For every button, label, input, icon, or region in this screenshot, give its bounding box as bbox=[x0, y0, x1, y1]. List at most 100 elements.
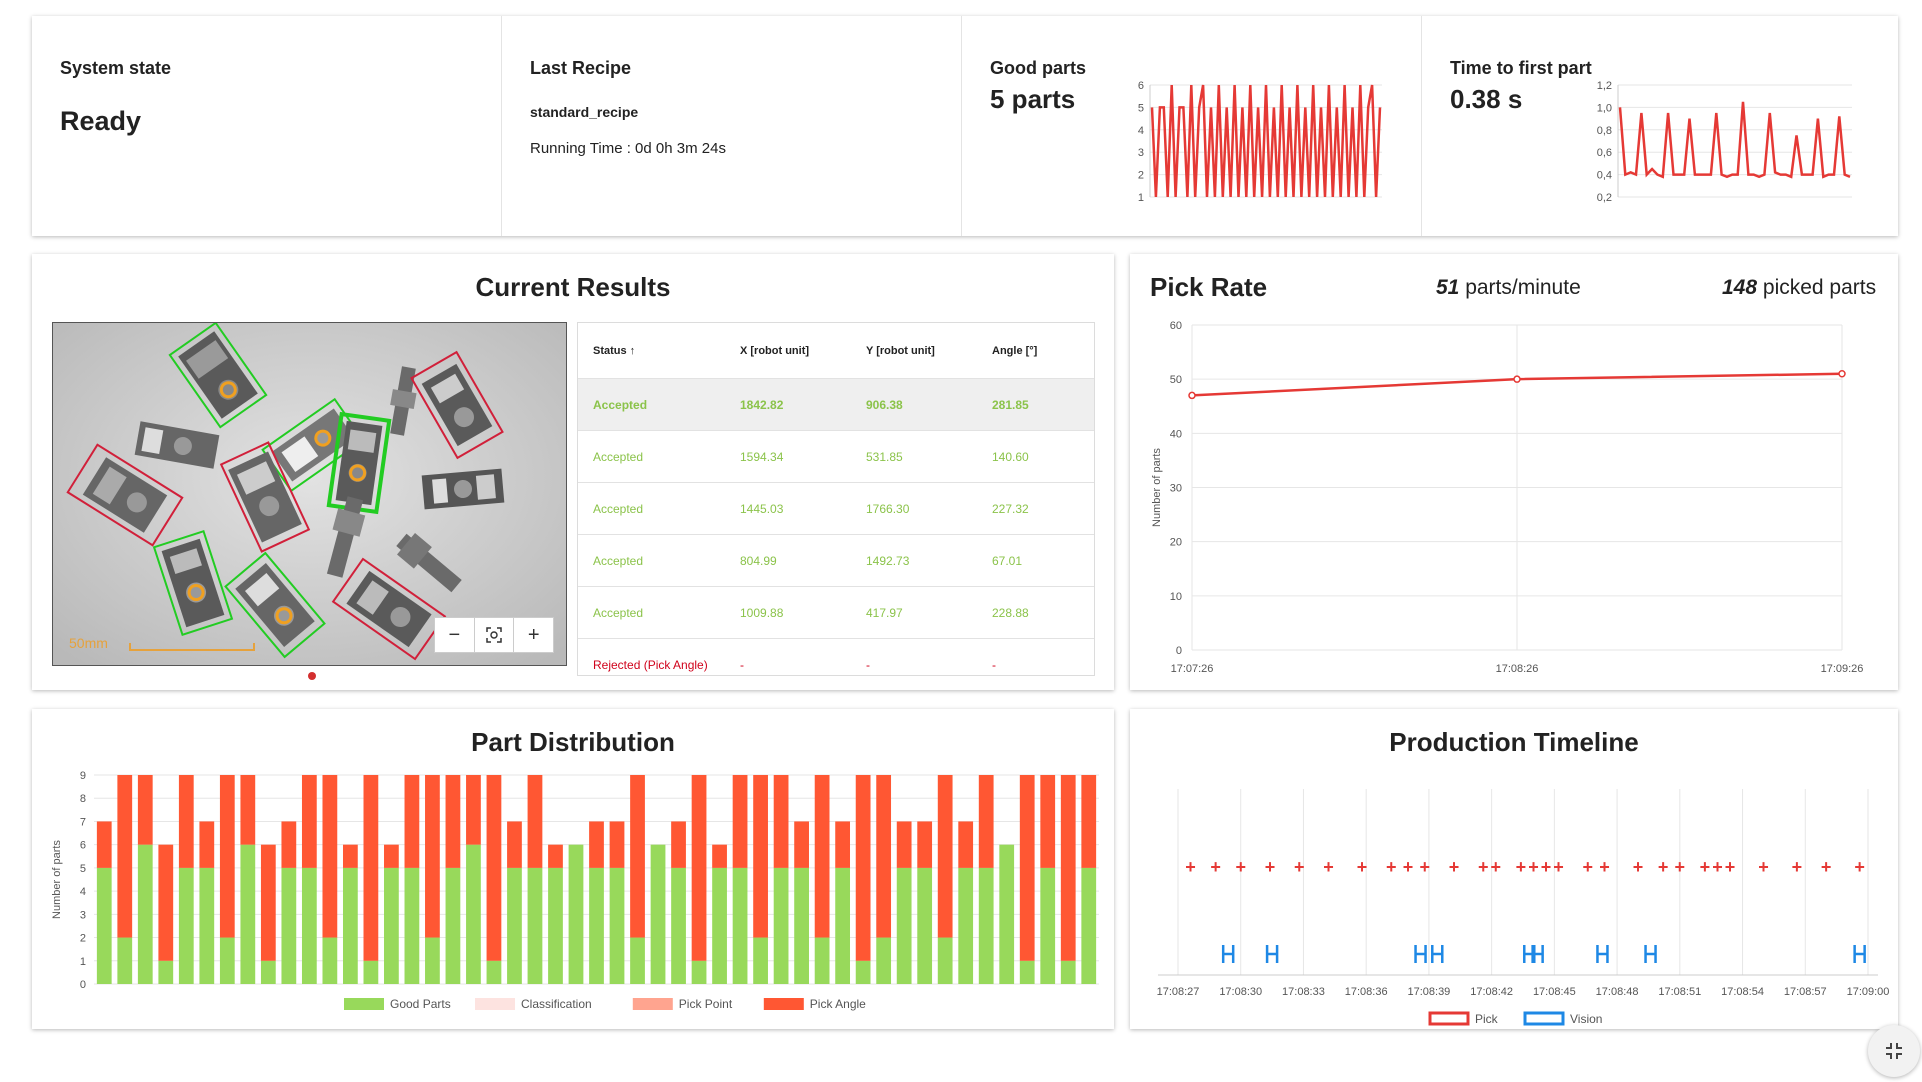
y-tick-label: 8 bbox=[80, 793, 86, 805]
pick-marker: + bbox=[1675, 857, 1686, 877]
table-row[interactable]: Accepted 1594.34 531.85 140.60 bbox=[578, 431, 1094, 483]
part-distribution-title: Part Distribution bbox=[471, 727, 675, 757]
pick-marker: + bbox=[1516, 857, 1527, 877]
y-tick-label: 5 bbox=[80, 863, 86, 875]
pick-marker: + bbox=[1528, 857, 1539, 877]
zoom-out-button[interactable]: − bbox=[435, 618, 475, 652]
picked-parts-value: 148 bbox=[1722, 276, 1758, 299]
pick-marker: + bbox=[1265, 857, 1276, 877]
bar-segment bbox=[384, 844, 399, 868]
cell-angle: 228.88 bbox=[992, 605, 1029, 620]
part-2 bbox=[134, 421, 220, 469]
bar-segment bbox=[773, 867, 789, 984]
bar-segment bbox=[466, 775, 481, 845]
col-angle-header[interactable]: Angle [°] bbox=[992, 344, 1038, 357]
legend-label: Classification bbox=[521, 997, 592, 1011]
zoom-fit-button[interactable] bbox=[475, 618, 515, 652]
bar-segment bbox=[876, 775, 892, 938]
bar-segment bbox=[650, 844, 666, 984]
pick-marker: + bbox=[1758, 857, 1769, 877]
bar-segment bbox=[855, 775, 871, 961]
part-14 bbox=[331, 557, 447, 661]
data-point bbox=[1188, 391, 1196, 400]
cell-x: 1009.88 bbox=[740, 605, 784, 620]
vision-marker bbox=[1531, 945, 1544, 963]
vision-marker bbox=[1265, 945, 1279, 963]
x-tick-label: 17:08:51 bbox=[1658, 986, 1701, 998]
table-row[interactable]: Accepted 804.99 1492.73 67.01 bbox=[578, 535, 1094, 587]
table-row[interactable]: Accepted 1445.03 1766.30 227.32 bbox=[578, 483, 1094, 535]
bar-segment bbox=[835, 867, 851, 984]
cell-angle: 140.60 bbox=[992, 449, 1029, 464]
series-line bbox=[1618, 101, 1851, 179]
bar-segment bbox=[199, 821, 215, 868]
cell-x: 1594.34 bbox=[740, 449, 784, 464]
table-row[interactable]: Accepted 1009.88 417.97 228.88 bbox=[578, 587, 1094, 639]
col-x-header[interactable]: X [robot unit] bbox=[740, 344, 810, 357]
kpi-system-state-label: System state bbox=[60, 58, 172, 78]
bar-segment bbox=[1081, 775, 1097, 868]
y-tick-label: 1 bbox=[80, 956, 86, 968]
zoom-in-button[interactable]: + bbox=[527, 623, 540, 646]
bar-segment bbox=[609, 821, 625, 868]
bar-segment bbox=[548, 844, 563, 868]
bar-segment bbox=[712, 844, 727, 868]
part-5 bbox=[390, 366, 417, 436]
kpi-time-first-part-label: Time to first part bbox=[1450, 58, 1592, 78]
pick-marker: + bbox=[1658, 857, 1669, 877]
cell-status: Accepted bbox=[593, 605, 644, 620]
bar-segment bbox=[1019, 775, 1035, 961]
bar-segment bbox=[527, 775, 543, 868]
vision-marker bbox=[1221, 945, 1235, 963]
vision-marker bbox=[1644, 945, 1657, 963]
col-y-header[interactable]: Y [robot unit] bbox=[866, 344, 935, 357]
x-tick-label: 17:08:33 bbox=[1282, 986, 1325, 998]
bar-segment bbox=[404, 867, 420, 984]
table-row[interactable]: Accepted 1842.82 906.38 281.85 bbox=[578, 379, 1094, 431]
bar-segment bbox=[96, 821, 112, 868]
system-state-value: Ready bbox=[60, 106, 142, 136]
results-table-header: Status ↑ X [robot unit] Y [robot unit] A… bbox=[578, 323, 1094, 379]
x-tick-label: 17:08:36 bbox=[1345, 986, 1388, 998]
bar-segment bbox=[240, 775, 256, 845]
col-status-header[interactable]: Status ↑ bbox=[593, 344, 636, 357]
camera-image-view[interactable]: 50mm − + bbox=[52, 322, 567, 666]
y-tick-label: 0 bbox=[1176, 645, 1182, 657]
y-tick-label: 1,2 bbox=[1597, 80, 1612, 92]
production-timeline-card: Production Timeline 17:08:27 17:08:30 17:0… bbox=[1130, 709, 1898, 1029]
table-row[interactable]: Rejected (Pick Angle) - - - bbox=[578, 639, 1094, 675]
bar-segment bbox=[445, 867, 461, 984]
bar-segment bbox=[568, 844, 584, 984]
part-13 bbox=[224, 551, 326, 659]
carousel-dot[interactable] bbox=[308, 672, 316, 680]
bar-segment bbox=[630, 937, 645, 984]
y-tick-label: 0 bbox=[80, 979, 86, 991]
scale-bar bbox=[129, 643, 255, 651]
part-1 bbox=[168, 323, 268, 429]
cell-angle: 281.85 bbox=[992, 397, 1029, 412]
bar-segment bbox=[732, 867, 748, 984]
bar-segment bbox=[630, 775, 645, 938]
bar-segment bbox=[199, 867, 215, 984]
time-first-part-sparkline: 0,2 0,4 0,6 0,8 1,0 1,2 bbox=[1597, 80, 1852, 204]
x-tick-label: 17:08:57 bbox=[1784, 986, 1827, 998]
bar-segment bbox=[486, 775, 502, 961]
fit-view-icon bbox=[486, 627, 502, 643]
x-tick-label: 17:08:39 bbox=[1407, 986, 1450, 998]
bar-segment bbox=[835, 821, 851, 868]
part-10 bbox=[326, 496, 366, 578]
pick-marker: + bbox=[1449, 857, 1460, 877]
vision-marker bbox=[1596, 945, 1609, 963]
legend-swatch bbox=[475, 998, 515, 1010]
bar-segment bbox=[178, 775, 194, 868]
y-tick-label: 2 bbox=[1138, 170, 1144, 182]
pick-marker: + bbox=[1386, 857, 1397, 877]
y-tick-label: 3 bbox=[80, 909, 86, 921]
bar-segment bbox=[794, 821, 809, 868]
cell-angle: - bbox=[992, 657, 996, 672]
bar-segment bbox=[260, 960, 276, 984]
current-results-title: Current Results bbox=[475, 272, 671, 302]
collapse-fullscreen-button[interactable] bbox=[1868, 1025, 1920, 1077]
bar-segment bbox=[978, 775, 994, 868]
production-timeline-title: Production Timeline bbox=[1389, 727, 1639, 757]
